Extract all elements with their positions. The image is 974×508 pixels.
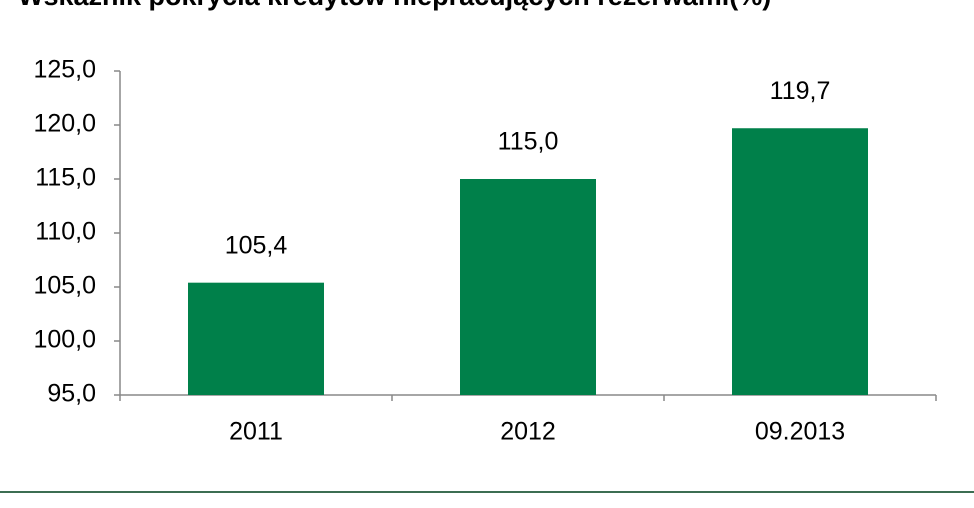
y-tick-label: 95,0 (47, 380, 96, 408)
y-tick-label: 110,0 (35, 218, 96, 246)
bar (732, 128, 868, 396)
y-tick-label: 115,0 (35, 164, 96, 192)
y-tick-label: 120,0 (33, 110, 96, 138)
y-tick-label: 125,0 (33, 56, 96, 84)
y-tick-label: 105,0 (33, 272, 96, 300)
y-tick-label: 100,0 (33, 326, 96, 354)
x-tick-label: 09.2013 (755, 418, 845, 446)
chart-title: Wskaźnik pokrycia kredytów niepracującyc… (18, 0, 771, 11)
data-label: 115,0 (498, 128, 559, 156)
bar (188, 282, 324, 395)
bar (460, 179, 596, 395)
x-tick-label: 2011 (229, 418, 283, 446)
x-tick-label: 2012 (500, 418, 556, 446)
data-label: 105,4 (225, 231, 288, 259)
data-label: 119,7 (770, 77, 831, 105)
